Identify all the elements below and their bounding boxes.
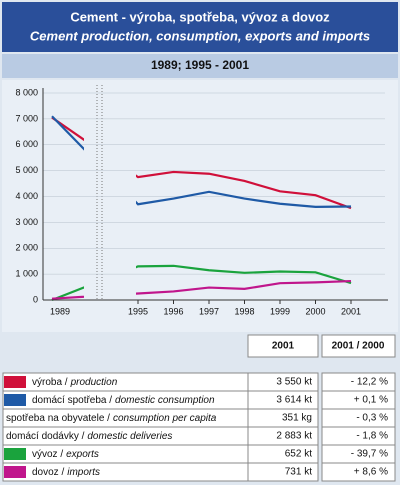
row-value: 731 kt: [285, 467, 312, 478]
series-line: [51, 115, 352, 208]
legend-swatch: [4, 376, 26, 388]
table-header: 2001: [272, 341, 295, 352]
label-cz: domácí dodávky /: [6, 431, 85, 442]
legend-swatch: [4, 466, 26, 478]
x-tick-label: 1997: [199, 306, 219, 316]
row-value: 351 kg: [282, 413, 312, 424]
row-value: 3 614 kt: [276, 395, 312, 406]
subtitle: Cement production, consumption, exports …: [30, 28, 370, 43]
label-en: exports: [66, 449, 99, 460]
label-cz: dovoz /: [32, 467, 64, 478]
row-change: + 8,6 %: [354, 467, 388, 478]
period: 1989; 1995 - 2001: [151, 58, 249, 72]
y-tick-label: 7 000: [15, 113, 38, 123]
row-value: 2 883 kt: [276, 431, 312, 442]
x-tick-label: 1998: [234, 306, 254, 316]
row-change: - 0,3 %: [356, 413, 388, 424]
x-tick-label: 1996: [163, 306, 183, 316]
y-tick-label: 8 000: [15, 87, 38, 97]
label-cz: vývoz /: [32, 449, 63, 460]
y-tick-label: 5 000: [15, 165, 38, 175]
legend-swatch: [4, 448, 26, 460]
series-line: [51, 264, 352, 302]
row-value: 652 kt: [285, 449, 312, 460]
row-label: domácí dodávky / domestic deliveries: [6, 431, 172, 442]
x-tick-label: 2000: [305, 306, 325, 316]
row-label: domácí spotřeba / domestic consumption: [32, 395, 215, 406]
row-value: 3 550 kt: [276, 377, 312, 388]
y-tick-label: 0: [33, 294, 38, 304]
title: Cement - výroba, spotřeba, vývoz a dovoz: [70, 9, 330, 24]
table-cell: [247, 462, 319, 482]
table-header-cell: [247, 334, 319, 358]
label-cz: spotřeba na obyvatele /: [6, 413, 110, 424]
table-header: 2001 / 2000: [332, 341, 385, 352]
series-line: [51, 279, 352, 300]
row-label: vývoz / exports: [32, 449, 99, 460]
row-label: dovoz / imports: [32, 467, 100, 478]
row-change: - 1,8 %: [356, 431, 388, 442]
label-en: production: [70, 377, 118, 388]
row-change: - 39,7 %: [351, 449, 388, 460]
series-line: [51, 116, 352, 210]
x-tick-label: 1995: [128, 306, 148, 316]
label-cz: domácí spotřeba /: [32, 395, 112, 406]
table-header-cell: [321, 334, 396, 358]
label-en: imports: [67, 467, 100, 478]
row-change: + 0,1 %: [354, 395, 388, 406]
label-en: consumption per capita: [113, 413, 217, 424]
y-tick-label: 4 000: [15, 191, 38, 201]
label-en: domestic consumption: [115, 395, 215, 406]
x-tick-label: 1999: [270, 306, 290, 316]
y-tick-label: 3 000: [15, 217, 38, 227]
label-en: domestic deliveries: [87, 431, 172, 442]
x-tick-label: 2001: [341, 306, 361, 316]
y-tick-label: 1 000: [15, 269, 38, 279]
row-change: - 12,2 %: [351, 377, 388, 388]
y-tick-label: 6 000: [15, 139, 38, 149]
row-label: spotřeba na obyvatele / consumption per c…: [6, 413, 217, 424]
title-box: [2, 2, 398, 52]
legend-swatch: [4, 394, 26, 406]
x-tick-label: 1989: [50, 306, 70, 316]
table-cell: [321, 462, 396, 482]
period-box: [2, 54, 398, 78]
y-tick-label: 2 000: [15, 243, 38, 253]
row-label: výroba / production: [32, 377, 118, 388]
label-cz: výroba /: [32, 377, 68, 388]
